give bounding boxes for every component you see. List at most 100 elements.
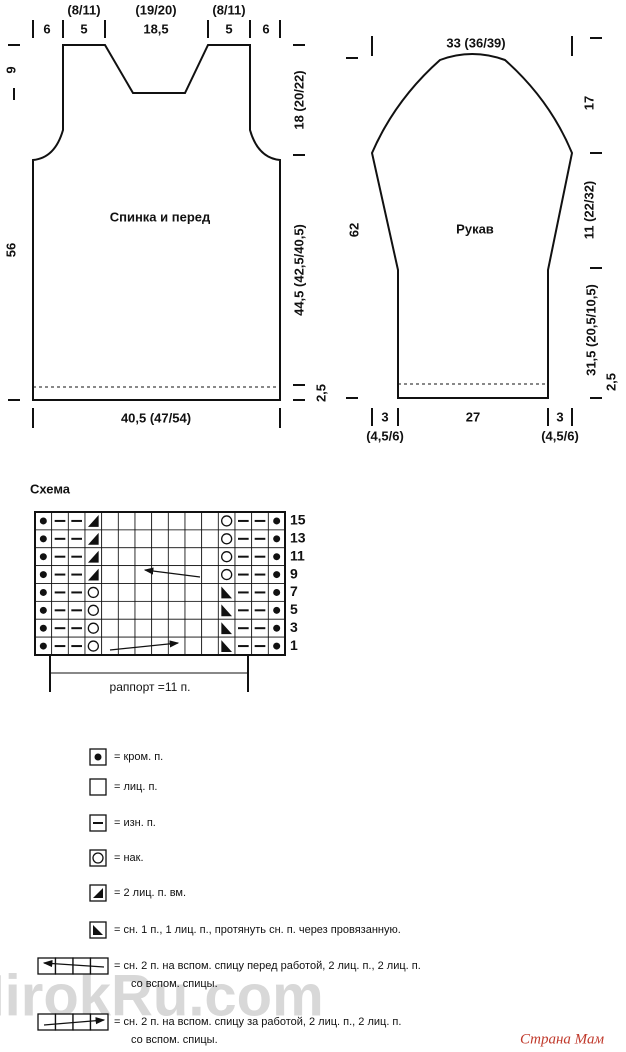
cell <box>84 511 103 531</box>
dim: (4,5/6) <box>366 428 404 443</box>
body-outline <box>32 44 281 401</box>
yo <box>87 586 99 599</box>
k2tog <box>88 515 99 527</box>
legend-text: = кром. п. <box>114 751 163 763</box>
legend-text: со вспом. спицы. <box>131 1034 218 1046</box>
cell <box>201 600 219 620</box>
dim-alt: (8/11) <box>67 2 100 17</box>
cell <box>151 583 169 602</box>
dot <box>273 588 281 596</box>
cell <box>217 511 236 531</box>
yo <box>92 852 104 864</box>
cell <box>217 547 236 567</box>
cell <box>167 511 186 531</box>
cell <box>151 600 169 620</box>
cell <box>184 583 203 602</box>
cell <box>84 529 103 549</box>
row-number: 3 <box>290 619 298 635</box>
legend-text: = лиц. п. <box>114 781 157 793</box>
dot <box>39 571 47 579</box>
cell <box>151 636 169 656</box>
k2tog <box>88 568 99 581</box>
cell <box>167 618 186 638</box>
dim: 31,5 (20,5/10,5) <box>583 284 598 376</box>
cell <box>134 547 153 567</box>
legend-text: = нак. <box>114 852 144 864</box>
dim: 44,5 (42,5/40,5) <box>291 224 306 316</box>
legend-icon <box>89 1013 109 1031</box>
yo <box>87 622 99 634</box>
ssk <box>221 604 232 617</box>
row-number: 9 <box>290 565 298 581</box>
cell <box>117 565 136 584</box>
piece-title: Спинка и перед <box>110 209 211 224</box>
cell <box>201 547 219 567</box>
k2tog <box>93 888 103 898</box>
cell <box>151 547 169 567</box>
yo <box>221 568 233 581</box>
row-number: 11 <box>290 547 305 563</box>
legend: = кром. п. = лиц. п. = изн. п. = нак. = 2 ли… <box>37 748 421 1046</box>
watermark: Страна Мам <box>520 1031 605 1047</box>
cell <box>117 600 136 620</box>
sleeve-outline <box>370 53 574 399</box>
legend-icon <box>89 778 107 796</box>
dim: 9 <box>3 66 18 73</box>
dim-alt: (19/20) <box>135 2 176 17</box>
cell <box>134 600 153 620</box>
dot <box>39 624 47 632</box>
cell <box>84 547 103 567</box>
dot <box>273 517 281 525</box>
yo <box>221 551 233 563</box>
dot <box>273 535 281 543</box>
legend-icon <box>37 957 57 975</box>
dim-alt: (8/11) <box>212 2 245 17</box>
dot <box>94 753 102 761</box>
cell <box>217 529 236 549</box>
repeat-label: раппорт =11 п. <box>110 680 191 694</box>
legend-text: = сн. 1 п., 1 лиц. п., протянуть сн. п. … <box>114 924 401 936</box>
dim: 18 (20/22) <box>291 70 306 129</box>
legend-icon <box>89 849 107 867</box>
cell <box>101 600 119 620</box>
dim: 2,5 <box>313 384 328 402</box>
cell <box>167 583 186 602</box>
cell <box>201 565 219 584</box>
dot <box>39 517 47 525</box>
ssk <box>93 925 103 935</box>
cell <box>167 600 186 620</box>
piece-title: Рукав <box>456 221 494 236</box>
dot <box>39 606 47 614</box>
cell <box>101 529 119 549</box>
dim: 18,5 <box>143 21 168 36</box>
dot <box>273 624 281 632</box>
yo <box>87 640 99 652</box>
cell <box>184 600 203 620</box>
legend-text: = сн. 2 п. на вспом. спицу за работой, 2… <box>114 1016 401 1028</box>
legend-icon <box>54 957 74 975</box>
legend-text: = 2 лиц. п. вм. <box>114 887 186 899</box>
dot <box>273 553 281 561</box>
legend-text: со вспом. спицы. <box>131 978 218 990</box>
cell <box>134 565 153 584</box>
dot <box>273 642 281 650</box>
cell <box>101 565 119 584</box>
legend-icon <box>54 1013 74 1031</box>
yo <box>221 533 233 545</box>
ssk <box>221 586 232 599</box>
cell <box>151 565 169 584</box>
dim: 2,5 <box>603 373 618 391</box>
dim: 17 <box>581 96 596 110</box>
cell <box>201 583 219 602</box>
cell <box>167 547 186 567</box>
cell <box>151 529 169 549</box>
sleeve-dim-lines <box>346 36 602 426</box>
cell <box>167 636 186 656</box>
row-number: 5 <box>290 601 298 617</box>
cell <box>184 565 203 584</box>
cell <box>117 618 136 638</box>
ssk <box>221 640 232 652</box>
cell <box>201 636 219 656</box>
cell <box>134 529 153 549</box>
